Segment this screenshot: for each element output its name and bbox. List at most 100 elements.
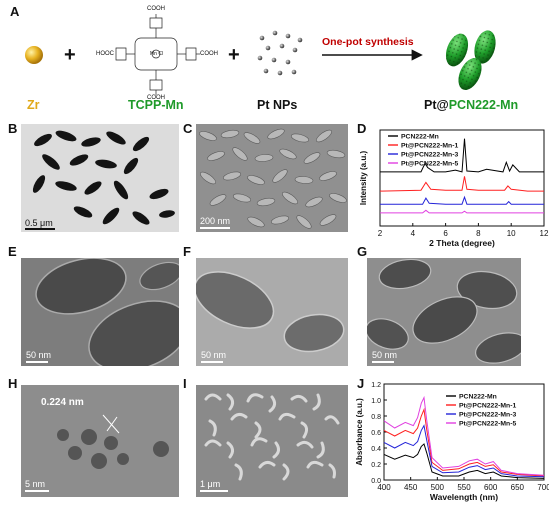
x-tick-label: 2 <box>378 229 383 238</box>
tem-image-b: 0.5 μm <box>21 124 179 232</box>
scale-bar-i <box>200 490 228 492</box>
x-tick-label: 400 <box>377 483 391 492</box>
tem-image-g: 50 nm <box>367 258 521 366</box>
y-tick-label: 0.8 <box>371 414 381 421</box>
x-tick-label: 700 <box>537 483 549 492</box>
legend-label-2: Pt@PCN222-Mn-3 <box>401 152 458 159</box>
legend-label-1: Pt@PCN222-Mn-1 <box>401 143 458 150</box>
scale-text-b: 0.5 μm <box>25 218 53 228</box>
legend-label-0: PCN222-Mn <box>459 394 497 401</box>
x-tick-label: 12 <box>540 229 549 238</box>
scale-text-h: 5 nm <box>25 479 46 489</box>
hrtem-texture-h <box>21 385 179 497</box>
sem-texture-i <box>196 385 348 497</box>
tem-capsules-f <box>196 258 348 366</box>
series-line-1 <box>379 176 544 192</box>
scale-bar-e <box>26 361 48 363</box>
panel-label-e: E <box>8 244 17 259</box>
tcpp-cooh-bottom: COOH <box>147 95 165 101</box>
x-tick-label: 600 <box>484 483 498 492</box>
panel-label-i: I <box>183 376 187 391</box>
panel-label-a: A <box>10 4 20 19</box>
legend-label-0: PCN222-Mn <box>401 134 439 141</box>
x-tick-label: 550 <box>457 483 471 492</box>
tem-capsules-g <box>367 258 521 366</box>
y-tick-label: 0.0 <box>371 478 381 485</box>
pt-pcn222-mn-particles <box>445 30 496 90</box>
panel-label-b: B <box>8 121 18 136</box>
x-tick-label: 650 <box>511 483 525 492</box>
hrtem-image-h: 0.224 nm 5 nm <box>21 385 179 497</box>
x-tick-label: 10 <box>507 229 516 238</box>
legend-label-1: Pt@PCN222-Mn-1 <box>459 403 516 410</box>
legend-label-2: Pt@PCN222-Mn-3 <box>459 412 516 419</box>
legend-label-3: Pt@PCN222-Mn-5 <box>401 161 458 168</box>
tem-image-f: 50 nm <box>196 258 348 366</box>
y-axis-label: Intensity (a.u.) <box>359 151 368 206</box>
series-line-1 <box>383 407 545 477</box>
tem-image-e: 50 nm <box>21 258 179 366</box>
series-line-2 <box>383 424 545 478</box>
zr-sphere <box>25 46 43 64</box>
plus-sign-1: + <box>64 44 76 66</box>
x-tick-label: 6 <box>443 229 448 238</box>
lattice-spacing-label: 0.224 nm <box>41 397 84 408</box>
pt-nps-label: Pt NPs <box>257 98 298 112</box>
y-tick-label: 1.0 <box>371 398 381 405</box>
panel-label-c: C <box>183 121 193 136</box>
uv-vis-chart: 400 450 500 550 600 650 700 0.0 0.2 0.4 0.6 0.8 1.0 1… <box>355 382 549 502</box>
xrd-chart: 2 4 6 8 10 12 2 Theta (degree) Intensity (a.u.)… <box>359 129 549 248</box>
x-tick-label: 8 <box>476 229 481 238</box>
scale-bar-g <box>372 361 394 363</box>
tcpp-mn-label: TCPP-Mn <box>128 98 184 112</box>
scale-text-i: 1 μm <box>200 479 221 489</box>
x-tick-label: 500 <box>431 483 445 492</box>
scheme-graphic <box>25 14 496 95</box>
series-line-3 <box>383 395 545 476</box>
panel-label-f: F <box>183 244 191 259</box>
tcpp-mn-structure <box>115 14 200 95</box>
product-label-suffix: PCN222-Mn <box>448 98 519 112</box>
sem-image-i: 1 μm <box>196 385 348 497</box>
series-line-0 <box>383 443 545 479</box>
tem-rods-b <box>21 124 179 232</box>
series-line-3 <box>380 209 544 214</box>
scale-text-f: 50 nm <box>201 350 227 360</box>
y-axis-label: Absorbance (a.u.) <box>355 398 364 466</box>
tcpp-cooh-right: COOH <box>200 51 218 57</box>
tcpp-mn-center: Mn Cl <box>150 51 164 57</box>
sem-image-c: 200 nm <box>196 124 348 232</box>
panel-label-j: J <box>357 376 365 391</box>
y-tick-label: 0.4 <box>371 446 381 453</box>
zr-label: Zr <box>27 98 40 112</box>
tem-capsules-e <box>21 258 179 366</box>
scale-bar-b <box>25 228 55 230</box>
series-line-2 <box>380 195 544 205</box>
series-line-0 <box>380 138 544 173</box>
x-tick-label: 4 <box>411 229 416 238</box>
x-tick-label: 450 <box>404 483 418 492</box>
tcpp-hooc-left: HOOC <box>96 51 114 57</box>
y-tick-label: 0.6 <box>371 430 381 437</box>
scale-text-c: 200 nm <box>200 216 231 226</box>
plus-sign-2: + <box>228 44 240 66</box>
tcpp-cooh-top: COOH <box>147 6 165 12</box>
product-label-prefix: Pt@ <box>424 98 449 112</box>
x-axis-label: Wavelength (nm) <box>430 492 498 502</box>
arrow-text: One-pot synthesis <box>322 36 414 48</box>
scale-bar-c <box>200 227 230 229</box>
pt-nanoparticles <box>257 30 303 76</box>
scale-bar-f <box>201 361 223 363</box>
y-tick-label: 0.2 <box>371 462 381 469</box>
scale-text-g: 50 nm <box>372 350 398 360</box>
y-tick-label: 1.2 <box>371 382 381 389</box>
scale-text-e: 50 nm <box>26 350 52 360</box>
panel-label-d: D <box>357 121 367 136</box>
scale-bar-h <box>25 490 49 492</box>
x-axis-label: 2 Theta (degree) <box>429 238 495 248</box>
plot-frame <box>379 129 545 227</box>
panel-label-g: G <box>357 244 368 259</box>
panel-label-h: H <box>8 376 18 391</box>
product-label: Pt@PCN222-Mn <box>424 98 518 112</box>
legend-label-3: Pt@PCN222-Mn-5 <box>459 421 516 428</box>
